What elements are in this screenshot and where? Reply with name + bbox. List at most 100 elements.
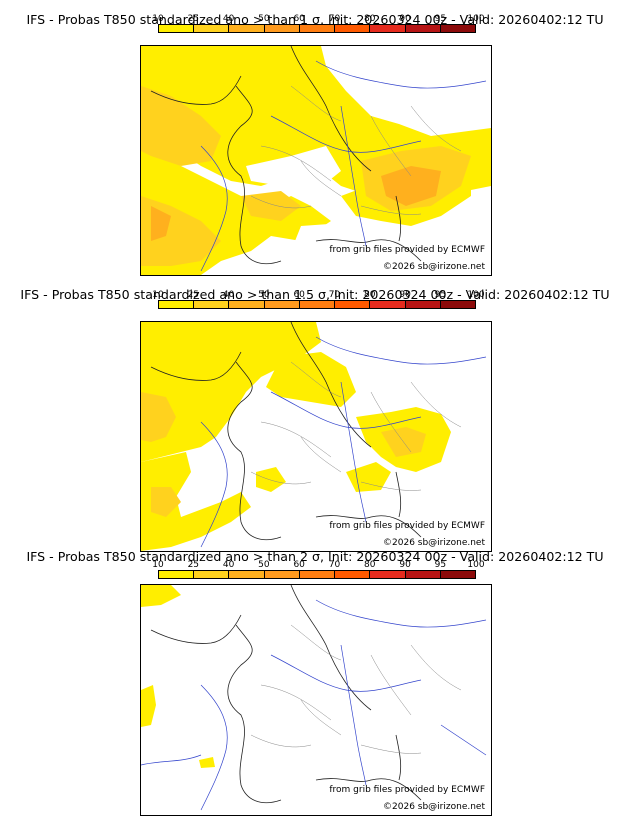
- colorbar-segment: [299, 25, 336, 32]
- colorbar-tick: 60: [293, 290, 305, 300]
- probability-map: from grib files provided by ECMWF ©2026 …: [140, 45, 492, 276]
- colorbar-segment: [264, 301, 300, 308]
- coastline: [290, 322, 372, 448]
- map-canvas: [141, 46, 491, 275]
- river: [315, 60, 487, 89]
- prob-area-yellow: [141, 322, 321, 462]
- river: [340, 644, 367, 786]
- coastline: [290, 46, 372, 172]
- colorbar-tick: 95: [434, 290, 447, 300]
- colorbar: [158, 570, 476, 579]
- river: [270, 391, 422, 429]
- prob-area-yellow: [199, 757, 215, 768]
- probability-map: from grib files provided by ECMWF ©2026 …: [140, 321, 492, 552]
- no-prob-area: [246, 146, 341, 191]
- colorbar: [158, 300, 476, 309]
- colorbar-segment: [159, 571, 195, 578]
- river: [340, 105, 367, 247]
- colorbar-segment: [194, 301, 230, 308]
- colorbar-tick: 25: [187, 290, 200, 300]
- colorbar-tick: 90: [399, 560, 411, 570]
- colorbar-segment: [229, 25, 265, 32]
- river: [315, 336, 487, 365]
- colorbar-tick: 80: [364, 560, 376, 570]
- coastline: [150, 75, 242, 105]
- colorbar-segment: [335, 25, 371, 32]
- river: [270, 115, 422, 153]
- colorbar-tick: 100: [467, 290, 485, 300]
- map-panel-2: IFS - Probas T850 standardized ano > tha…: [0, 276, 630, 552]
- credit-source: from grib files provided by ECMWF: [329, 521, 485, 531]
- coastline: [150, 351, 242, 381]
- no-prob-area: [281, 221, 401, 275]
- credit-source: from grib files provided by ECMWF: [329, 785, 485, 795]
- colorbar-segment: [194, 25, 230, 32]
- border-lines: [260, 624, 462, 721]
- prob-area-yellow: [141, 585, 181, 607]
- colorbar-tick: 50: [258, 560, 270, 570]
- panel-title: IFS - Probas T850 standardized ano > tha…: [20, 287, 610, 302]
- colorbar-tick: 10: [152, 560, 164, 570]
- river: [270, 654, 422, 692]
- colorbar-tick: 50: [258, 14, 270, 24]
- colorbar-tick: 100: [467, 14, 485, 24]
- colorbar-segment: [264, 25, 300, 32]
- river: [200, 684, 228, 811]
- coastline: [315, 239, 422, 262]
- map-canvas: [141, 322, 487, 551]
- colorbar-ticks: 10 25 40 50 60 70 80 90 95 100: [152, 560, 484, 570]
- colorbar-tick: 80: [364, 290, 376, 300]
- river: [141, 724, 487, 766]
- colorbar-tick: 100: [467, 560, 485, 570]
- colorbar-tick: 70: [328, 290, 341, 300]
- map-canvas: [141, 585, 487, 811]
- island-outline: [395, 471, 402, 518]
- colorbar-segment: [440, 571, 475, 578]
- prob-area-yellow: [141, 685, 156, 727]
- colorbar-segment: [440, 25, 475, 32]
- panel-title: IFS - Probas T850 standardized ano > tha…: [26, 549, 604, 564]
- prob-area-yellow: [141, 452, 251, 551]
- coastline: [315, 778, 422, 801]
- border-lines: [250, 699, 422, 754]
- colorbar-tick: 10: [152, 290, 164, 300]
- colorbar-tick: 60: [293, 14, 305, 24]
- prob-area-25: [151, 487, 181, 517]
- prob-area-yellow: [346, 462, 391, 492]
- colorbar-segment: [335, 301, 371, 308]
- colorbar-tick: 95: [434, 14, 447, 24]
- probability-map: from grib files provided by ECMWF ©2026 …: [140, 584, 492, 816]
- colorbar-segment: [229, 571, 265, 578]
- coastline: [150, 614, 242, 644]
- colorbar-tick: 70: [328, 560, 341, 570]
- colorbar-tick: 60: [293, 560, 305, 570]
- map-panel-3: IFS - Probas T850 standardized ano > tha…: [0, 540, 630, 816]
- colorbar-segment: [405, 301, 441, 308]
- colorbar-ticks: 10 25 40 50 60 70 80 90 95 100: [152, 14, 484, 24]
- colorbar-tick: 25: [187, 14, 200, 24]
- coastline: [290, 585, 372, 711]
- colorbar-segment: [405, 25, 441, 32]
- colorbar-tick: 10: [152, 14, 164, 24]
- panel-title: IFS - Probas T850 standardized ano > tha…: [26, 12, 604, 27]
- colorbar-tick: 40: [222, 560, 235, 570]
- border-lines: [250, 160, 422, 215]
- colorbar-segment: [335, 571, 371, 578]
- colorbar-segment: [370, 25, 406, 32]
- island-outline: [395, 195, 402, 242]
- colorbar-segment: [229, 301, 265, 308]
- border-lines: [260, 85, 462, 182]
- colorbar-tick: 95: [434, 560, 447, 570]
- colorbar-segment: [264, 571, 300, 578]
- colorbar-tick: 40: [222, 14, 235, 24]
- colorbar-segment: [440, 301, 475, 308]
- colorbar-segment: [159, 301, 195, 308]
- credit-source: from grib files provided by ECMWF: [329, 245, 485, 255]
- coastline: [227, 361, 282, 541]
- coastline: [315, 515, 422, 538]
- border-lines: [260, 361, 462, 458]
- river: [315, 599, 487, 628]
- colorbar: [158, 24, 476, 33]
- colorbar-segment: [370, 571, 406, 578]
- colorbar-segment: [159, 25, 195, 32]
